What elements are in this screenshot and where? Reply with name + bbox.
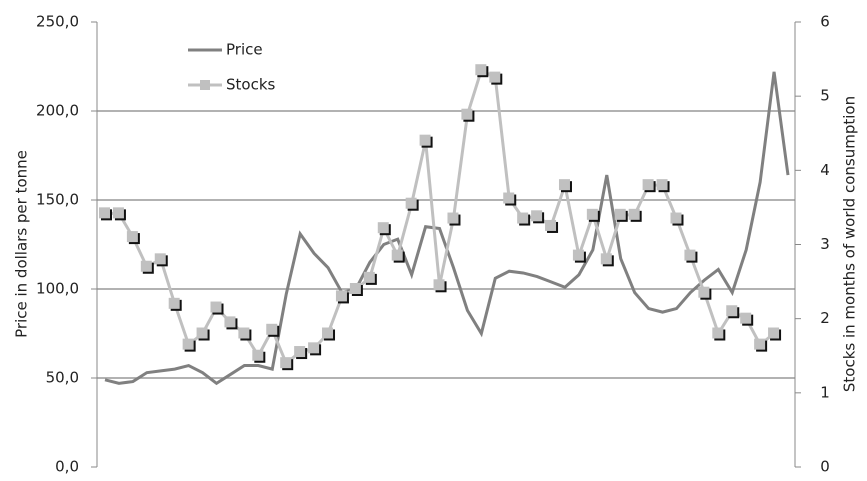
marker (196, 327, 208, 339)
marker (419, 134, 431, 146)
marker (586, 208, 598, 220)
marker (754, 338, 766, 350)
marker (99, 207, 110, 219)
marker (210, 301, 222, 313)
marker (628, 208, 640, 220)
marker (558, 179, 570, 191)
marker (391, 249, 403, 261)
y2-tick-label: 2 (820, 309, 830, 327)
marker (461, 108, 473, 120)
marker (280, 357, 292, 369)
marker (322, 327, 334, 339)
marker (266, 323, 278, 335)
marker (308, 342, 320, 354)
marker (503, 192, 515, 204)
marker (433, 279, 445, 291)
marker (642, 179, 654, 191)
marker (489, 71, 501, 83)
marker (475, 64, 487, 76)
marker (572, 249, 584, 261)
y2-tick-label: 4 (820, 161, 830, 179)
marker (768, 327, 780, 339)
marker (112, 207, 124, 219)
y-tick-label: 150,0 (36, 191, 79, 209)
marker (600, 253, 612, 265)
y-tick-label: 200,0 (36, 102, 79, 120)
y-axis-title: Price in dollars per tonne (13, 150, 31, 338)
marker (656, 179, 668, 191)
marker (154, 253, 166, 265)
y-tick-label: 50,0 (46, 369, 79, 387)
marker (363, 271, 375, 283)
marker (140, 260, 152, 272)
y2-tick-label: 0 (820, 458, 830, 476)
marker (238, 327, 250, 339)
y-tick-label: 100,0 (36, 280, 79, 298)
marker (712, 327, 724, 339)
y-tick-label: 250,0 (36, 13, 79, 31)
marker (726, 305, 738, 317)
y-tick-label: 0,0 (55, 458, 79, 476)
y2-tick-label: 3 (820, 235, 830, 253)
y2-tick-label: 1 (820, 383, 830, 401)
y2-tick-label: 5 (820, 87, 830, 105)
marker (349, 283, 361, 294)
marker (377, 222, 389, 234)
marker (126, 231, 138, 243)
marker (531, 210, 543, 222)
marker (670, 212, 682, 224)
marker (684, 249, 696, 261)
y2-tick-label: 6 (820, 13, 830, 31)
marker (182, 338, 194, 350)
legend-marker (200, 80, 210, 90)
marker (517, 212, 529, 224)
marker (698, 286, 710, 298)
legend-label: Stocks (226, 76, 276, 94)
marker (740, 312, 752, 324)
marker (545, 219, 557, 231)
marker (405, 197, 417, 209)
y2-axis-title: Stocks in months of world consumption (841, 96, 859, 392)
marker (335, 290, 347, 302)
marker (447, 212, 459, 224)
marker (168, 297, 180, 309)
legend-label: Price (226, 41, 263, 59)
marker (294, 346, 306, 358)
marker (614, 208, 626, 220)
marker (252, 349, 264, 361)
marker (224, 316, 236, 328)
